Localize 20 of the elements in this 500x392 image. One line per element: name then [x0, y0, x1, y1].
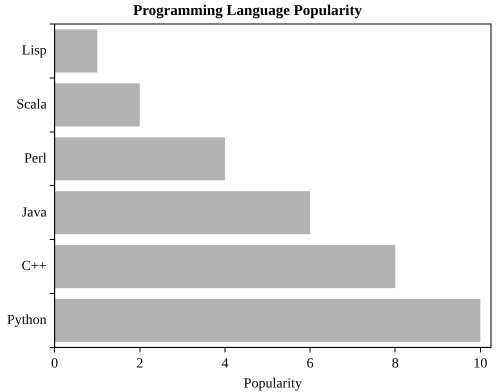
y-tick-label: Lisp: [22, 44, 47, 59]
x-tick-label: 6: [306, 356, 314, 372]
x-tick-label: 4: [221, 356, 228, 372]
bar: [55, 29, 98, 73]
x-tick-label: 8: [392, 356, 399, 372]
x-tick-label: 0: [51, 356, 58, 372]
bar: [55, 244, 396, 288]
bar: [55, 83, 140, 126]
y-tick-label: Java: [22, 205, 48, 220]
y-tick-label: C++: [22, 259, 47, 274]
x-axis-title: Popularity: [244, 376, 302, 392]
x-tick-label: 2: [136, 356, 144, 372]
y-tick-label: Python: [6, 313, 47, 328]
chart-title: Programming Language Popularity: [133, 2, 362, 19]
x-tick-label: 10: [473, 356, 488, 372]
bar: [55, 298, 480, 342]
bar: [55, 191, 310, 234]
bar: [55, 137, 225, 180]
y-tick-label: Scala: [16, 98, 48, 113]
y-tick-label: Perl: [24, 151, 47, 166]
